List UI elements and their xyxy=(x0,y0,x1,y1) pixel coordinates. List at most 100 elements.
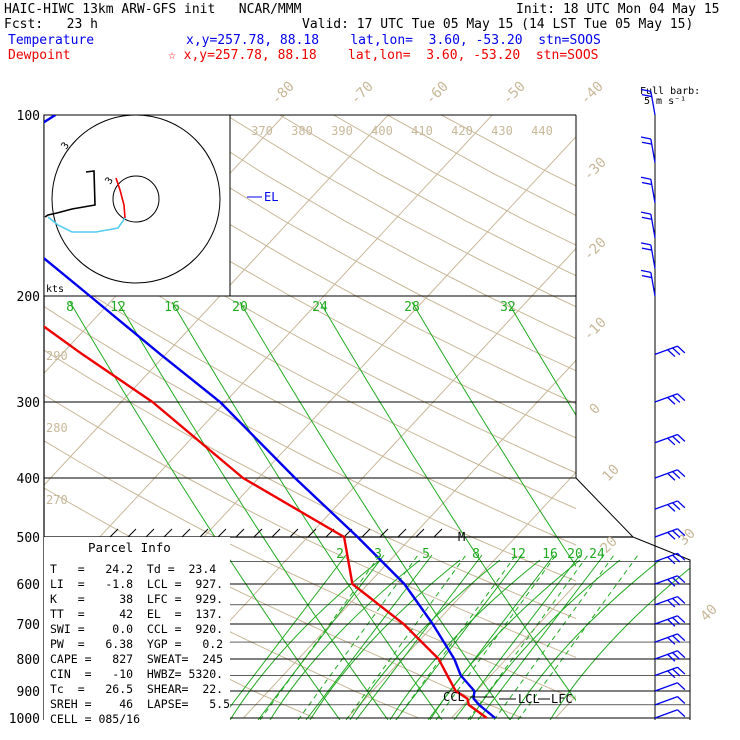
hodograph: kts 3 3 xyxy=(43,114,231,297)
mixing-ratio-label: 5 xyxy=(422,547,430,562)
barb-flag xyxy=(667,472,676,481)
pressure-tick-label: 800 xyxy=(17,653,40,668)
hatch-mark xyxy=(145,528,155,538)
barb-staff xyxy=(654,528,678,538)
isotherm-tick-label: -20 xyxy=(581,235,610,264)
hatch-mark xyxy=(361,528,371,538)
parcel-info-row: TT = 42 EL = 137. xyxy=(50,607,224,621)
theta-tick-label: 440 xyxy=(531,124,553,138)
hatch-mark xyxy=(253,528,263,538)
header-forecast-hour: Fcst: 23 h xyxy=(4,17,98,32)
wind-barb xyxy=(654,615,686,627)
isotherm-tick-label: 10 xyxy=(600,462,623,485)
dry-adiabat-line xyxy=(44,305,576,582)
parcel-info-row: CIN = -10 HWBZ= 5320. xyxy=(50,667,224,681)
hatch-mark xyxy=(379,528,389,538)
theta-tick-label: 290 xyxy=(46,349,68,363)
mixing-ratio-label: 8 xyxy=(472,547,480,562)
barb-flag xyxy=(677,500,686,509)
isotherm-line xyxy=(451,583,576,719)
m-marker: M xyxy=(458,530,465,544)
barb-staff xyxy=(650,244,656,269)
wind-barb xyxy=(654,666,686,679)
barb-flag xyxy=(672,554,681,563)
pressure-tick-label: 600 xyxy=(17,578,40,593)
isotherm-line xyxy=(44,115,389,486)
pressure-tick-label: 900 xyxy=(17,685,40,700)
hodo-trace-cyan xyxy=(47,216,126,233)
hatch-mark xyxy=(127,528,137,538)
moist-adiabat-line xyxy=(345,554,467,720)
hodo-trace-black xyxy=(44,170,96,218)
hodograph-box xyxy=(43,114,231,297)
wind-barb xyxy=(654,528,686,540)
barb-flag xyxy=(667,653,676,662)
moist-adiabat-line xyxy=(467,554,589,720)
dry-adiabat-line xyxy=(441,115,576,187)
dry-adiabat-line xyxy=(44,583,356,719)
hodo-ring-outer xyxy=(51,114,221,284)
barb-flag xyxy=(672,635,681,643)
barb-staff xyxy=(654,469,678,479)
dry-adiabat-line xyxy=(44,349,576,620)
mixing-ratio-label: 8 xyxy=(66,300,74,315)
wind-barb xyxy=(654,393,686,405)
isotherm-tick-label: -40 xyxy=(578,79,607,108)
isotherm-tick-label: -30 xyxy=(581,155,610,184)
theta-tick-label: 380 xyxy=(291,124,313,138)
parcel-info-row: T = 24.2 Td = 23.4 xyxy=(50,562,217,576)
parcel-info-row: SWI = 0.0 CCL = 920. xyxy=(50,622,224,636)
barb-staff xyxy=(650,272,656,297)
parcel-info-row: SREH = 46 LAPSE= 5.5 xyxy=(50,697,231,711)
mixing-ratio-label: 3 xyxy=(374,547,382,562)
el-marker: EL xyxy=(264,190,278,204)
isotherm-tick-label: 40 xyxy=(698,602,721,625)
barb-flag xyxy=(677,528,686,537)
barb-staff xyxy=(654,696,678,706)
pressure-tick-label: 500 xyxy=(17,531,40,546)
dry-adiabat-line xyxy=(387,115,576,216)
dry-adiabat-line xyxy=(279,115,576,277)
barb-flag xyxy=(677,633,686,642)
mixing-ratio-label: 16 xyxy=(542,547,558,562)
barb-flag xyxy=(641,274,652,279)
header-model-title: HAIC-HIWC 13km ARW-GFS init NCAR/MMM xyxy=(4,2,302,17)
wind-barb xyxy=(654,696,686,706)
dry-adiabat-line xyxy=(44,138,576,439)
barb-flag xyxy=(672,435,681,444)
legend-dewpoint-info: ☆ x,y=257.78, 88.18 lat,lon= 3.60, -53.2… xyxy=(168,48,599,63)
wind-barb xyxy=(654,595,686,608)
barb-flag xyxy=(640,211,651,215)
legend-temperature: Temperature xyxy=(8,33,95,48)
moist-adiabat-line xyxy=(435,554,557,720)
mixing-ratio-label: 20 xyxy=(567,547,583,562)
moist-adiabat-line xyxy=(297,554,419,720)
wind-barb xyxy=(654,575,686,587)
moist-adiabat-line xyxy=(395,554,517,720)
mixing-ratio-line xyxy=(239,301,511,720)
header-init-time: Init: 18 UTC Mon 04 May 15 xyxy=(516,2,720,17)
barb-flag xyxy=(667,531,676,540)
moist-adiabat-line xyxy=(509,559,661,720)
dry-adiabat-line xyxy=(117,115,576,372)
barb-flag xyxy=(672,652,681,660)
barb-flag xyxy=(672,502,681,511)
theta-tick-label: 270 xyxy=(46,493,68,507)
lcl-marker: LCL xyxy=(518,692,540,706)
theta-tick-label: 390 xyxy=(331,124,353,138)
barb-flag xyxy=(667,618,676,627)
barb-flag xyxy=(672,347,681,356)
mixing-ratio-lines xyxy=(69,301,690,720)
wind-barb xyxy=(654,469,686,481)
dewpoint-trace xyxy=(44,325,488,719)
mixing-ratio-line xyxy=(395,554,523,720)
hatch-mark xyxy=(397,528,407,538)
barb-flag xyxy=(667,349,676,358)
isotherm-line xyxy=(347,471,576,719)
barb-staff xyxy=(654,682,678,692)
hatch-mark xyxy=(163,528,173,538)
barb-legend-title: Full barb: xyxy=(640,86,701,97)
parcel-info-row: Tc = 26.5 SHEAR= 22. xyxy=(50,682,224,696)
barb-staff xyxy=(654,709,678,719)
mixing-ratio-line xyxy=(411,301,576,568)
